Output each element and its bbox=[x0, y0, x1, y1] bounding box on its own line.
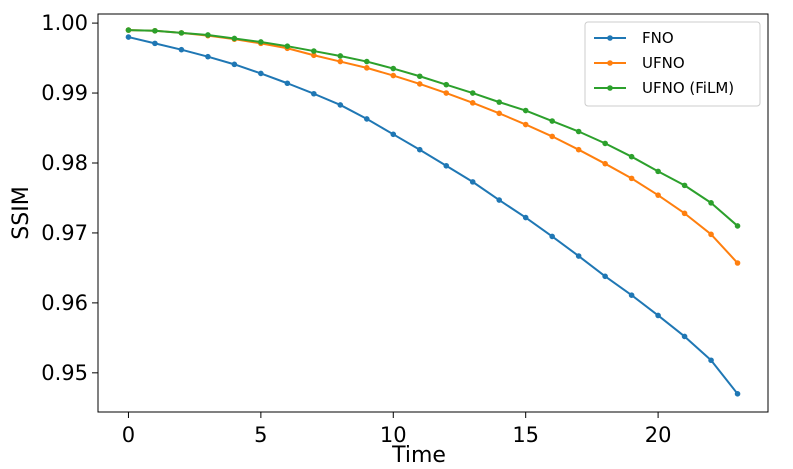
data-point bbox=[469, 100, 476, 106]
data-point bbox=[496, 110, 503, 117]
legend-swatch-marker bbox=[607, 60, 613, 66]
data-point bbox=[734, 260, 741, 266]
data-point bbox=[522, 121, 529, 128]
data-point bbox=[416, 73, 423, 80]
y-tick-label: 0.97 bbox=[41, 221, 88, 245]
legend-label: UFNO bbox=[642, 54, 685, 72]
data-point bbox=[363, 58, 370, 65]
data-point bbox=[152, 40, 158, 47]
data-point bbox=[231, 35, 238, 42]
data-point bbox=[284, 43, 291, 49]
data-point bbox=[125, 27, 132, 33]
data-point bbox=[496, 197, 503, 203]
data-point bbox=[311, 90, 317, 97]
data-point bbox=[363, 65, 370, 71]
series-line bbox=[128, 29, 739, 227]
y-tick-label: 0.96 bbox=[41, 291, 88, 315]
data-point bbox=[575, 253, 582, 259]
y-tick-label: 0.99 bbox=[41, 81, 88, 105]
data-point bbox=[390, 65, 397, 72]
legend-swatch-marker bbox=[607, 35, 613, 41]
data-point bbox=[416, 146, 423, 153]
data-point bbox=[178, 46, 185, 53]
data-point bbox=[258, 39, 264, 45]
legend-item: FNO bbox=[594, 29, 674, 47]
data-point bbox=[575, 146, 582, 153]
data-point bbox=[655, 192, 661, 198]
data-point bbox=[681, 182, 688, 189]
x-axis-ticks: 0 5 10 15 20 bbox=[122, 412, 672, 447]
data-point bbox=[363, 116, 370, 122]
x-tick-label: 5 bbox=[254, 423, 267, 447]
y-axis-ticks: 0.95 0.96 0.97 0.98 0.99 1.00 bbox=[41, 11, 98, 385]
data-point bbox=[549, 233, 555, 240]
data-point bbox=[681, 333, 688, 340]
data-point bbox=[390, 72, 397, 79]
data-point bbox=[337, 58, 344, 65]
data-point bbox=[311, 52, 317, 59]
legend-label: UFNO (FiLM) bbox=[642, 79, 734, 97]
data-point bbox=[734, 223, 741, 229]
data-point bbox=[602, 273, 608, 280]
data-point bbox=[549, 133, 555, 140]
data-point bbox=[628, 153, 635, 160]
data-point bbox=[469, 179, 476, 185]
series-ufno-film bbox=[125, 27, 741, 229]
data-point bbox=[416, 81, 423, 87]
legend-swatch-marker bbox=[607, 85, 613, 91]
data-point bbox=[390, 131, 397, 138]
data-point bbox=[469, 90, 476, 96]
data-point bbox=[708, 231, 714, 238]
x-tick-label: 20 bbox=[645, 423, 672, 447]
legend-label: FNO bbox=[642, 29, 674, 47]
legend-item: UFNO (FiLM) bbox=[594, 79, 734, 97]
data-point bbox=[655, 312, 661, 319]
data-point bbox=[734, 391, 741, 397]
data-point bbox=[708, 357, 714, 364]
x-tick-label: 0 bbox=[122, 423, 135, 447]
y-axis-title: SSIM bbox=[9, 186, 34, 239]
data-point bbox=[443, 81, 450, 88]
y-tick-label: 0.98 bbox=[41, 151, 88, 175]
data-point bbox=[496, 99, 503, 105]
data-point bbox=[231, 61, 238, 68]
data-point bbox=[205, 53, 211, 60]
data-point bbox=[443, 90, 450, 96]
legend-box bbox=[584, 21, 761, 107]
data-point bbox=[337, 102, 344, 108]
data-point bbox=[337, 53, 344, 59]
data-point bbox=[152, 27, 158, 34]
y-tick-label: 1.00 bbox=[41, 11, 88, 35]
data-point bbox=[708, 200, 714, 206]
data-point bbox=[602, 160, 608, 167]
data-point bbox=[628, 292, 635, 298]
data-point bbox=[178, 30, 185, 36]
data-point bbox=[602, 140, 608, 147]
data-point bbox=[205, 32, 211, 38]
legend: FNO UFNO UFNO (FiLM) bbox=[584, 21, 761, 107]
legend-item: UFNO bbox=[594, 54, 685, 72]
y-tick-label: 0.95 bbox=[41, 361, 88, 385]
data-point bbox=[575, 128, 582, 135]
data-point bbox=[443, 162, 450, 169]
data-point bbox=[311, 48, 317, 54]
series-line bbox=[128, 36, 739, 395]
data-point bbox=[522, 214, 529, 221]
data-point bbox=[125, 34, 132, 40]
data-point bbox=[549, 118, 555, 124]
data-point bbox=[655, 168, 661, 175]
data-point bbox=[628, 175, 635, 182]
series-layer bbox=[125, 27, 741, 397]
data-point bbox=[258, 70, 264, 77]
x-tick-label: 10 bbox=[380, 423, 407, 447]
data-point bbox=[522, 107, 529, 114]
data-point bbox=[284, 80, 291, 87]
x-axis-title: Time bbox=[391, 443, 446, 468]
x-tick-label: 15 bbox=[512, 423, 539, 447]
data-point bbox=[681, 210, 688, 217]
series-fno bbox=[125, 34, 741, 397]
